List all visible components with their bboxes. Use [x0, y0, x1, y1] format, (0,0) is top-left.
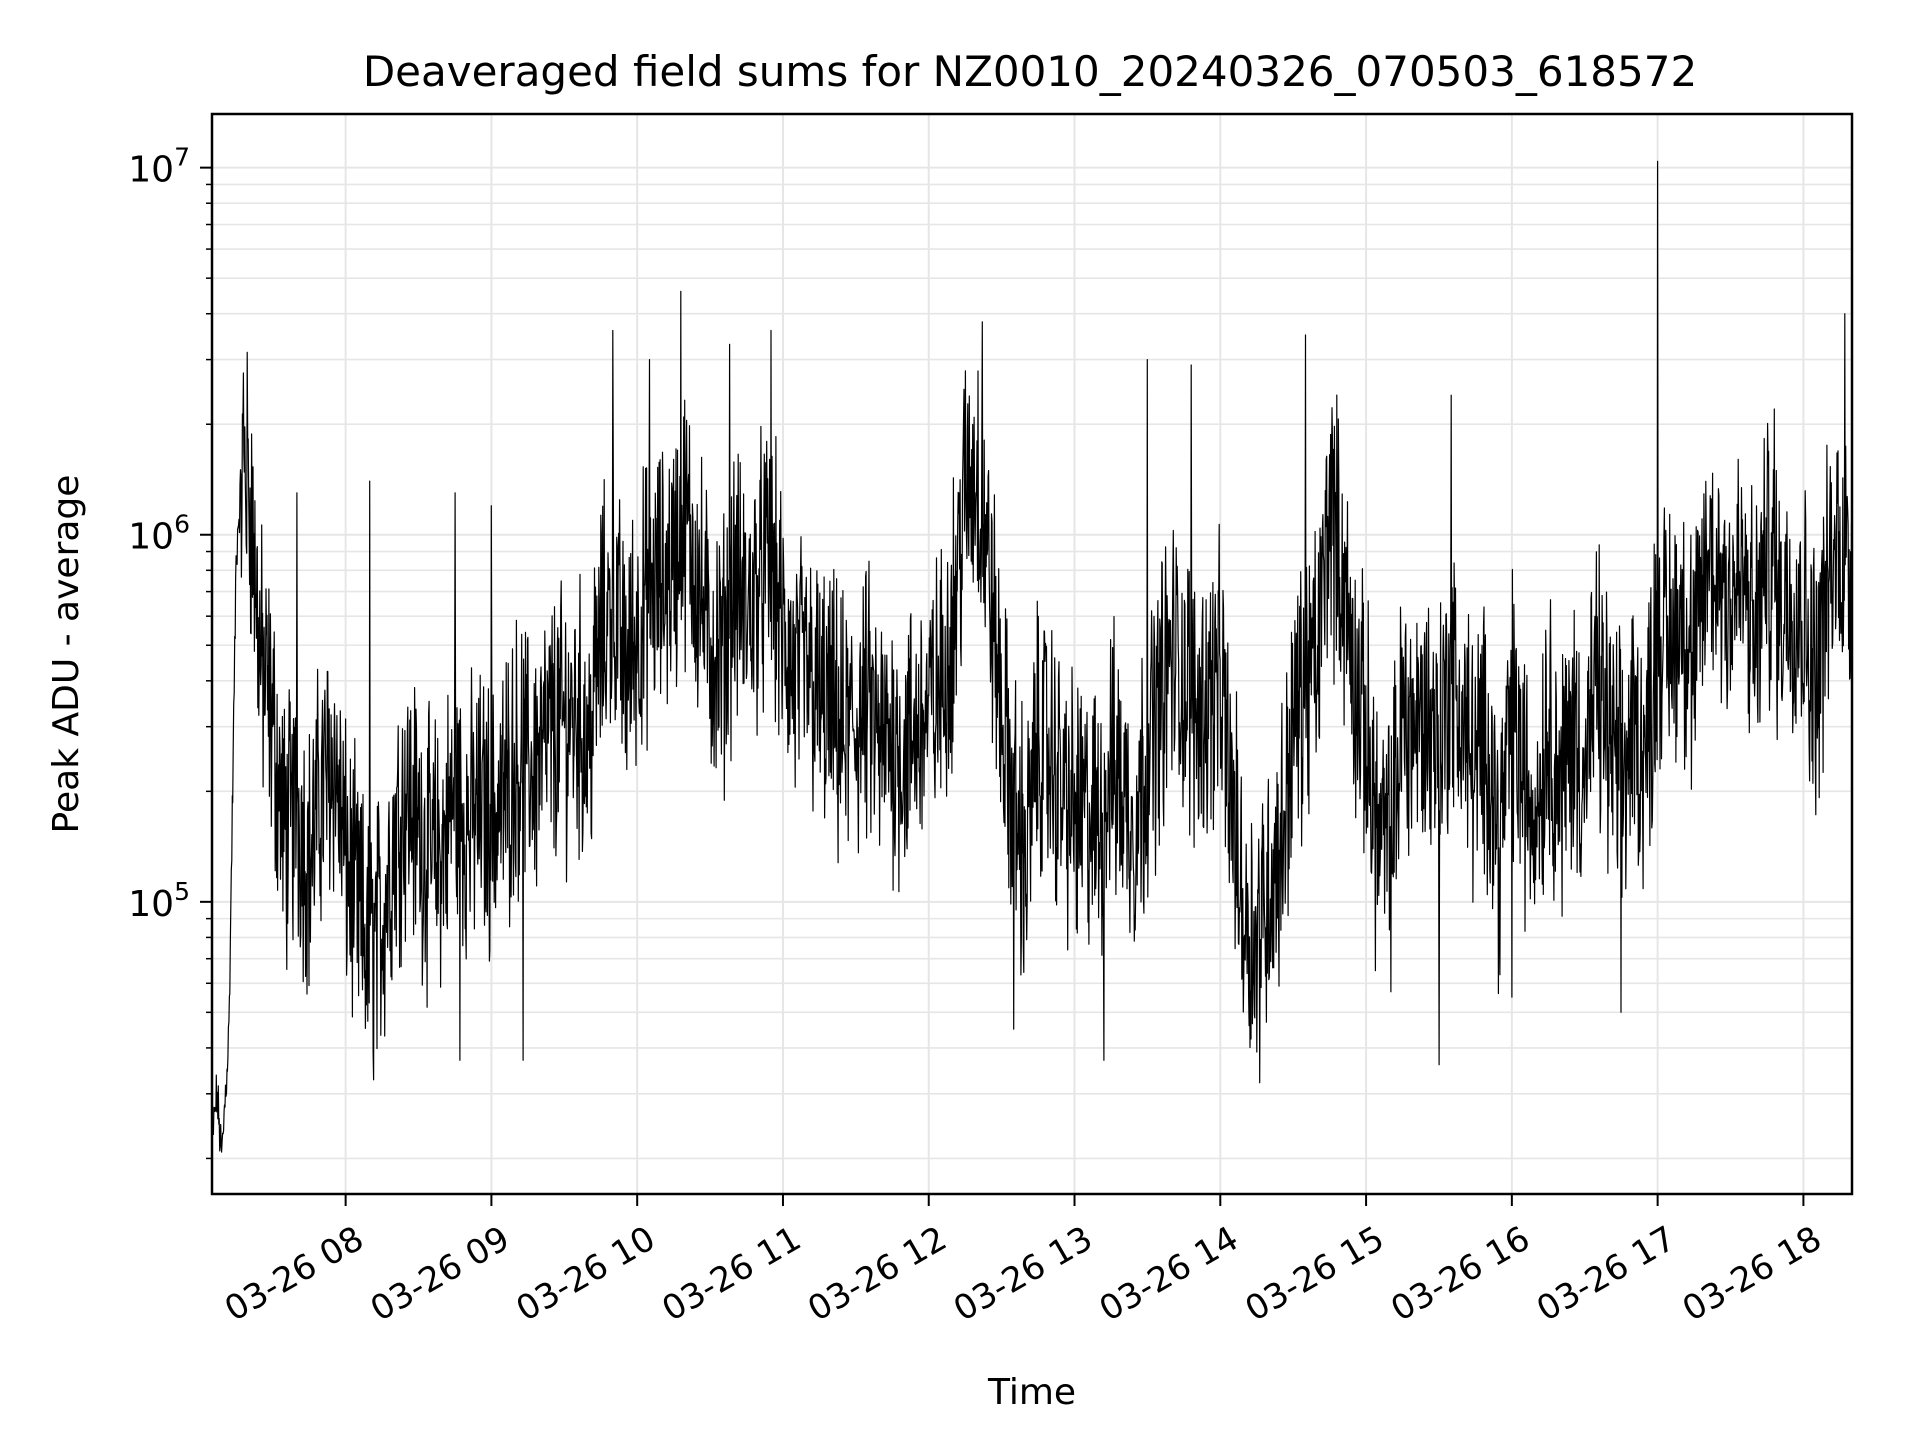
- x-axis-label: Time: [987, 1372, 1076, 1413]
- y-tick-label: 105: [128, 877, 190, 925]
- y-axis-label: Peak ADU - average: [46, 475, 87, 834]
- y-axis: 105 106 107: [128, 143, 212, 1160]
- plot-area: [211, 160, 1853, 1153]
- y-tick-label: 107: [128, 143, 190, 191]
- axes-frame: [210, 112, 1854, 1196]
- y-tick-label: 106: [128, 510, 190, 558]
- series-line: [211, 160, 1853, 1153]
- chart-title: Deaveraged field sums for NZ0010_2024032…: [363, 47, 1697, 96]
